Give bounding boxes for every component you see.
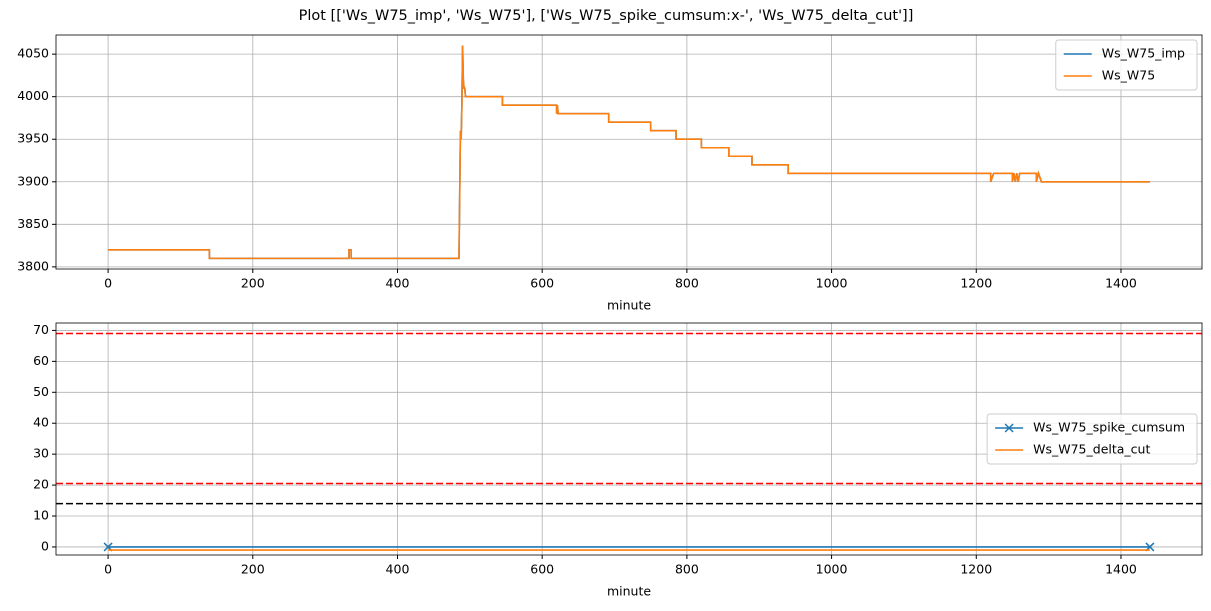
- series-line: [108, 45, 1150, 260]
- legend: Ws_W75_spike_cumsum Ws_W75_delta_cut: [986, 413, 1198, 465]
- legend-marker: [1004, 423, 1014, 433]
- y-tick-label: 40: [33, 415, 49, 430]
- x-tick-label: 200: [241, 562, 265, 577]
- y-tick-label: 3850: [17, 216, 49, 231]
- y-tick-label: 50: [33, 384, 49, 399]
- x-tick-label: 400: [386, 276, 410, 291]
- x-axis-label: minute: [607, 584, 651, 599]
- x-tick-label: 1200: [960, 562, 992, 577]
- legend-label: Ws_W75: [1102, 68, 1155, 83]
- x-tick-label: 400: [386, 562, 410, 577]
- y-tick-label: 4000: [17, 88, 49, 103]
- x-axis-label: minute: [607, 298, 651, 313]
- y-tick-label: 0: [41, 538, 49, 553]
- legend-box: [986, 413, 1198, 465]
- x-tick-label: 200: [241, 276, 265, 291]
- x-tick-label: 1000: [816, 562, 848, 577]
- y-tick-label: 60: [33, 353, 49, 368]
- x-tick-label: 800: [675, 276, 699, 291]
- legend-label: Ws_W75_delta_cut: [1033, 442, 1150, 457]
- x-tick-label: 0: [104, 276, 112, 291]
- figure-title: Plot [['Ws_W75_imp', 'Ws_W75'], ['Ws_W75…: [299, 8, 914, 24]
- legend-label: Ws_W75_imp: [1102, 46, 1185, 61]
- y-tick-label: 70: [33, 322, 49, 337]
- legend-box: [1055, 39, 1198, 91]
- y-tick-label: 30: [33, 446, 49, 461]
- x-tick-label: 1400: [1105, 276, 1137, 291]
- x-tick-label: 1400: [1105, 562, 1137, 577]
- y-tick-label: 3950: [17, 131, 49, 146]
- legend: Ws_W75_imp Ws_W75: [1055, 39, 1198, 91]
- y-tick-label: 10: [33, 508, 49, 523]
- x-tick-label: 600: [530, 276, 554, 291]
- y-tick-label: 3900: [17, 173, 49, 188]
- series-line: [108, 45, 1150, 260]
- x-tick-label: 1200: [960, 276, 992, 291]
- y-tick-label: 3800: [17, 258, 49, 273]
- axes-frame: [55, 34, 1203, 270]
- plot-area: [56, 332, 1202, 552]
- x-tick-label: 800: [675, 562, 699, 577]
- x-tick-label: 1000: [816, 276, 848, 291]
- x-tick-label: 600: [530, 562, 554, 577]
- plot-area: [108, 45, 1150, 260]
- axes-frame: [55, 322, 1203, 556]
- y-tick-label: 4050: [17, 46, 49, 61]
- legend-label: Ws_W75_spike_cumsum: [1033, 420, 1185, 435]
- x-tick-label: 0: [104, 562, 112, 577]
- y-tick-label: 20: [33, 477, 49, 492]
